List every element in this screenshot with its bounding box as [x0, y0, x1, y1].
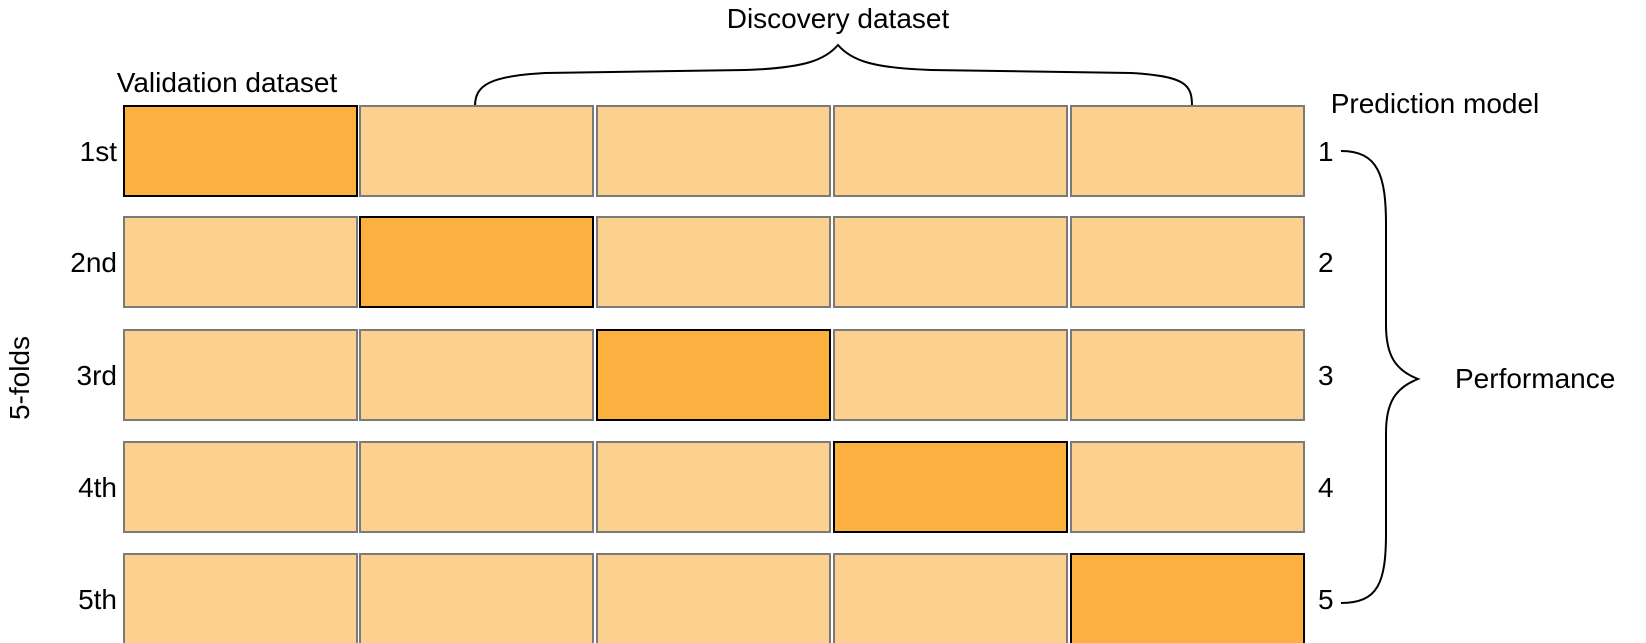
fold-label: 3rd — [77, 360, 117, 391]
fold-row-1: 1st 1 — [80, 105, 1334, 197]
fold-row-3: 3rd 3 — [77, 329, 1334, 421]
discovery-cell — [833, 216, 1068, 308]
discovery-cell — [123, 216, 358, 308]
discovery-dataset-label: Discovery dataset — [727, 3, 950, 34]
fold-label: 1st — [80, 136, 118, 167]
discovery-cell — [1070, 441, 1305, 533]
discovery-cell — [359, 553, 594, 643]
validation-cell — [359, 216, 594, 308]
discovery-cell — [596, 216, 831, 308]
fold-label: 2nd — [70, 247, 117, 278]
model-number: 1 — [1318, 136, 1334, 167]
model-number: 4 — [1318, 472, 1334, 503]
discovery-cell — [359, 329, 594, 421]
discovery-cell — [359, 441, 594, 533]
validation-dataset-label: Validation dataset — [117, 67, 338, 98]
discovery-cell — [1070, 105, 1305, 197]
discovery-cell — [123, 553, 358, 643]
discovery-brace — [474, 43, 1193, 107]
discovery-cell — [596, 441, 831, 533]
discovery-cell — [123, 441, 358, 533]
validation-cell — [596, 329, 831, 421]
validation-cell — [833, 441, 1068, 533]
discovery-cell — [596, 105, 831, 197]
discovery-cell — [359, 105, 594, 197]
performance-brace — [1340, 150, 1421, 604]
validation-cell — [123, 105, 358, 197]
fold-label: 4th — [78, 472, 117, 503]
fold-row-4: 4th 4 — [78, 441, 1334, 533]
discovery-cell — [833, 105, 1068, 197]
discovery-cell — [833, 329, 1068, 421]
performance-label: Performance — [1455, 363, 1615, 394]
discovery-cell — [833, 553, 1068, 643]
model-number: 5 — [1318, 584, 1334, 615]
fold-label: 5th — [78, 584, 117, 615]
fold-row-2: 2nd 2 — [70, 216, 1334, 308]
discovery-cell — [1070, 216, 1305, 308]
fold-row-5: 5th 5 — [78, 553, 1334, 643]
five-folds-label: 5-folds — [4, 336, 35, 420]
discovery-cell — [1070, 329, 1305, 421]
discovery-cell — [123, 329, 358, 421]
model-number: 3 — [1318, 360, 1334, 391]
validation-cell — [1070, 553, 1305, 643]
folds-grid: 1st 1 2nd 2 3rd 3 4th 4 5th 5 — [70, 105, 1334, 643]
discovery-cell — [596, 553, 831, 643]
prediction-model-label: Prediction model — [1331, 88, 1540, 119]
model-number: 2 — [1318, 247, 1334, 278]
